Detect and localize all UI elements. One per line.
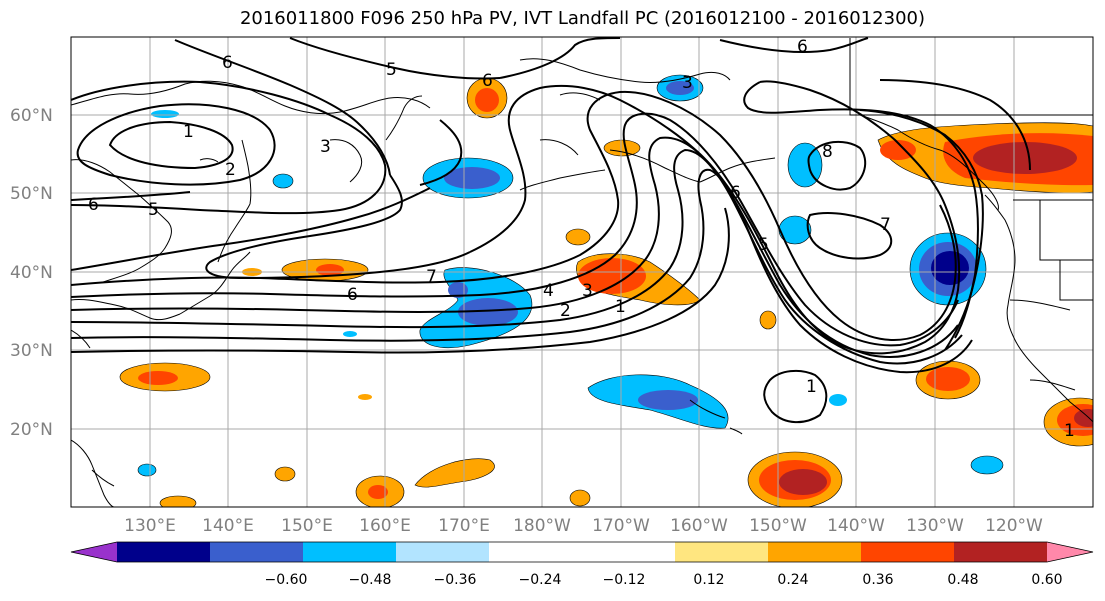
colorbar-tick-label: 0.12 xyxy=(693,572,724,588)
contour-label: 1 xyxy=(1064,421,1075,441)
contour-label: 7 xyxy=(426,267,437,287)
colorbar-segment xyxy=(396,542,490,562)
colorbar-tick-label: −0.60 xyxy=(265,572,308,588)
colorbar-segment xyxy=(303,542,397,562)
lon-tick-label: 140°E xyxy=(202,516,254,536)
lat-tick-label: 60°N xyxy=(10,106,53,126)
colorbar-segment xyxy=(768,542,862,562)
colorbar-tick-label: 0.48 xyxy=(947,572,978,588)
colorbar-segment xyxy=(582,542,676,562)
lat-tick-label: 50°N xyxy=(10,184,53,204)
contour-label: 8 xyxy=(822,142,833,162)
colorbar-extend-low xyxy=(71,542,117,562)
colorbar-tick-label: −0.12 xyxy=(603,572,646,588)
lon-tick-label: 160°W xyxy=(670,516,728,536)
contour-label: 6 xyxy=(482,71,493,91)
colorbar-segments xyxy=(117,542,1048,562)
colorbar: −0.60 −0.48 −0.36 −0.24 −0.12 0.12 0.24 … xyxy=(70,541,1094,588)
contour-label: 7 xyxy=(880,215,891,235)
lon-tick-label: 170°W xyxy=(592,516,650,536)
negative-anomalies xyxy=(137,74,1004,477)
colorbar-segment xyxy=(954,542,1048,562)
contour-label: 1 xyxy=(615,297,626,317)
colorbar-tick-label: −0.48 xyxy=(349,572,392,588)
lon-tick-label: 150°E xyxy=(281,516,333,536)
lat-tick-label: 30°N xyxy=(10,341,53,361)
colorbar-segment xyxy=(489,542,583,562)
chart-title: 2016011800 F096 250 hPa PV, IVT Landfall… xyxy=(239,8,926,29)
lon-tick-label: 130°W xyxy=(906,516,964,536)
contour-label: 5 xyxy=(148,200,159,220)
pv-contours xyxy=(71,37,1031,424)
contour-label: 6 xyxy=(222,53,233,73)
map-frame xyxy=(70,36,1094,508)
colorbar-tick-label: 0.36 xyxy=(862,572,893,588)
contour-label: 3 xyxy=(682,73,693,93)
contour-label: 1 xyxy=(806,377,817,397)
contour-label: 3 xyxy=(582,281,593,301)
gridlines xyxy=(71,37,1093,507)
map-canvas: 1 2 3 6 5 6 5 6 3 6 8 6 5 7 7 6 4 3 2 1 … xyxy=(71,37,1093,507)
positive-anomalies xyxy=(119,77,1093,507)
colorbar-segment xyxy=(675,542,769,562)
lon-axis: 130°E 140°E 150°E 160°E 170°E 180°W 170°… xyxy=(124,516,1043,536)
lon-tick-label: 140°W xyxy=(827,516,885,536)
contour-label: 1 xyxy=(183,122,194,142)
lon-tick-label: 180°W xyxy=(513,516,571,536)
colorbar-segment xyxy=(117,542,211,562)
contour-label: 6 xyxy=(797,37,808,57)
lat-axis: 60°N 50°N 40°N 30°N 20°N xyxy=(10,106,53,440)
lon-tick-label: 150°W xyxy=(749,516,807,536)
contour-label: 3 xyxy=(320,137,331,157)
colorbar-segment xyxy=(210,542,304,562)
contour-label: 5 xyxy=(386,60,397,80)
colorbar-tick-labels: −0.60 −0.48 −0.36 −0.24 −0.12 0.12 0.24 … xyxy=(265,572,1063,588)
colorbar-tick-label: 0.24 xyxy=(777,572,808,588)
lat-tick-label: 20°N xyxy=(10,420,53,440)
contour-label: 6 xyxy=(347,285,358,305)
lon-tick-label: 160°E xyxy=(359,516,411,536)
contour-label: 6 xyxy=(88,195,99,215)
colorbar-outline xyxy=(70,541,1094,563)
colorbar-extend-high xyxy=(1047,542,1093,562)
colorbar-tick-label: −0.24 xyxy=(519,572,562,588)
contour-label: 5 xyxy=(758,235,769,255)
pv-anomaly-fills xyxy=(119,74,1093,507)
lon-tick-label: 170°E xyxy=(438,516,490,536)
contour-label: 6 xyxy=(730,183,741,203)
colorbar-segment xyxy=(861,542,955,562)
colorbar-tick-label: −0.36 xyxy=(434,572,477,588)
contour-label: 4 xyxy=(543,281,554,301)
contour-labels: 1 2 3 6 5 6 5 6 3 6 8 6 5 7 7 6 4 3 2 1 … xyxy=(88,37,1075,441)
colorbar-tick-label: 0.60 xyxy=(1031,572,1062,588)
coastlines xyxy=(71,38,1093,507)
lon-tick-label: 120°W xyxy=(985,516,1043,536)
contour-label: 2 xyxy=(560,301,571,321)
lon-tick-label: 130°E xyxy=(124,516,176,536)
lat-tick-label: 40°N xyxy=(10,263,53,283)
contour-label: 2 xyxy=(225,160,236,180)
